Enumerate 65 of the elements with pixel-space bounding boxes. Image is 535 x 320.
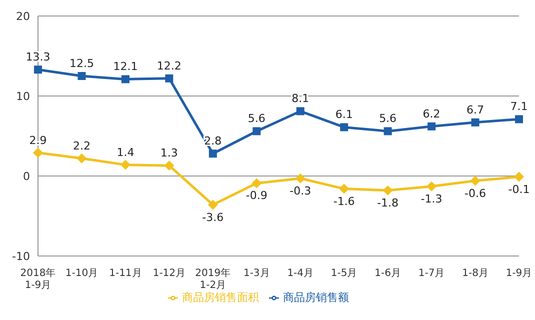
point [470,176,480,186]
x-tick-label: 1-7月 [418,268,445,279]
point [428,122,436,130]
data-label: -1.8 [377,196,399,210]
data-label: 13.3 [26,50,50,64]
data-label: 1.3 [160,146,178,160]
x-tick-label: 1-8月 [462,268,488,279]
point [382,185,393,196]
data-label: 5.6 [379,112,397,126]
x-tick-label: 1-11月 [109,268,142,279]
x-tick-label: 2018年 1-9月 [20,267,56,291]
data-label: -0.1 [508,182,530,196]
x-tick-label: 1-6月 [374,268,401,279]
point [165,74,174,82]
point [296,107,304,116]
point [121,75,130,84]
point [208,150,217,158]
point [340,123,348,132]
x-tick-label: 2019年 1-2月 [195,267,231,291]
point [252,178,262,188]
data-label: 7.1 [510,100,528,114]
data-label: 6.2 [422,107,440,120]
point [514,172,524,182]
data-label: 6.7 [466,103,484,116]
data-label: -0.3 [290,184,312,198]
data-label: 12.2 [156,59,182,72]
data-label: 8.1 [292,92,310,106]
legend-label: 商品房销售面积 [182,291,259,304]
legend-label: 商品房销售额 [283,291,349,304]
x-tick-label: 1-5月 [330,268,358,279]
point [34,66,42,74]
y-tick-label: 0 [23,170,30,183]
point [76,153,87,164]
data-label: 2.2 [72,139,90,152]
data-label: -0.9 [246,189,268,202]
data-label: 12.5 [69,57,94,70]
x-tick-label: 1-10月 [65,268,98,279]
point [515,115,523,124]
data-label: 2.9 [29,134,47,147]
x-tick-label: 1-12月 [152,268,186,279]
point [252,127,261,136]
point [471,118,480,126]
point [384,127,392,136]
y-tick-label: 20 [16,10,30,23]
x-tick-label: 1-4月 [287,268,314,279]
x-tick-label: 1-9月 [506,268,532,279]
data-label: 6.1 [335,108,353,122]
point [78,72,86,80]
point [120,160,130,170]
data-label: 12.1 [113,60,138,74]
point [339,184,350,194]
x-tick-label: 1-3月 [243,268,270,279]
y-tick-label: -10 [12,250,30,263]
data-label: -3.6 [202,210,224,224]
data-label: 1.4 [116,146,134,159]
data-label: -1.3 [420,192,442,206]
point [164,160,174,171]
data-label: -1.6 [333,194,355,208]
point [33,148,43,158]
point [295,173,306,184]
data-label: -0.6 [464,186,486,200]
data-label: 5.6 [248,112,266,126]
y-tick-label: 10 [16,90,30,103]
point [208,200,218,210]
point [426,181,437,192]
